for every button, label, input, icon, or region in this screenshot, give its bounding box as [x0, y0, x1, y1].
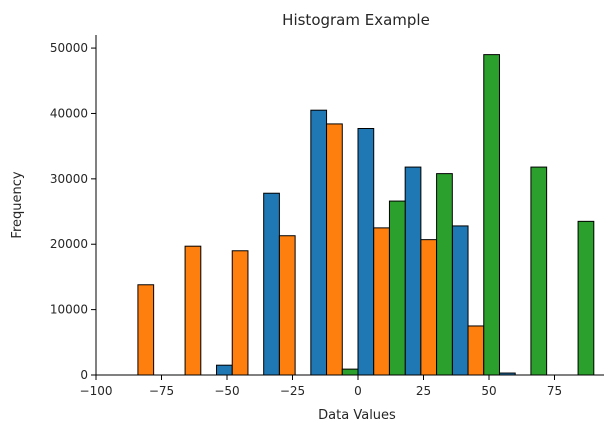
histogram-bar-s1-bin6 [357, 128, 375, 376]
histogram-bar-s3-bin9 [530, 166, 548, 376]
bars-group [137, 54, 595, 376]
histogram-bar-s1-bin5 [310, 109, 328, 376]
x-tick-label: 50 [481, 384, 496, 398]
x-tick-label: 0 [354, 384, 362, 398]
x-tick-label: −25 [280, 384, 305, 398]
x-tick-label: −75 [149, 384, 174, 398]
x-axis-label: Data Values [318, 408, 396, 423]
y-axis-label: Frequency [10, 171, 25, 238]
x-tick-label: 75 [547, 384, 562, 398]
y-tick-label: 0 [80, 368, 88, 382]
x-ticks-group: −100 −75 −50 −25 0 25 50 75 [80, 375, 562, 398]
histogram-bar-s2-bin8 [467, 325, 485, 376]
x-tick-label: −50 [214, 384, 239, 398]
histogram-bar-s3-bin10 [577, 220, 595, 376]
histogram-bar-s2-bin1 [137, 284, 155, 376]
histogram-bar-s3-bin6 [388, 200, 406, 376]
y-ticks-group: 0 10000 20000 30000 40000 50000 [50, 41, 96, 382]
histogram-bar-s1-bin7 [404, 166, 422, 376]
y-tick-label: 40000 [50, 106, 88, 120]
histogram-bar-s3-bin8 [483, 54, 500, 376]
y-tick-label: 50000 [50, 41, 88, 55]
chart-title: Histogram Example [282, 11, 430, 29]
y-tick-label: 20000 [50, 237, 88, 251]
histogram-bar-s2-bin4 [278, 235, 296, 376]
histogram-bar-s1-bin4 [263, 192, 280, 376]
x-tick-label: 25 [416, 384, 431, 398]
histogram-bar-s2-bin3 [231, 250, 249, 376]
x-tick-label: −100 [80, 384, 113, 398]
histogram-bar-s3-bin5 [341, 368, 359, 376]
histogram-bar-s2-bin6 [373, 227, 390, 376]
histogram-bar-s2-bin2 [184, 245, 202, 376]
histogram-bar-s3-bin7 [436, 173, 453, 376]
histogram-bar-s1-bin8 [451, 225, 469, 376]
y-tick-label: 30000 [50, 172, 88, 186]
histogram-bar-s2-bin5 [326, 123, 343, 376]
histogram-bar-s1-bin3 [216, 364, 233, 376]
y-tick-label: 10000 [50, 303, 88, 317]
histogram-bar-s2-bin7 [420, 239, 438, 376]
